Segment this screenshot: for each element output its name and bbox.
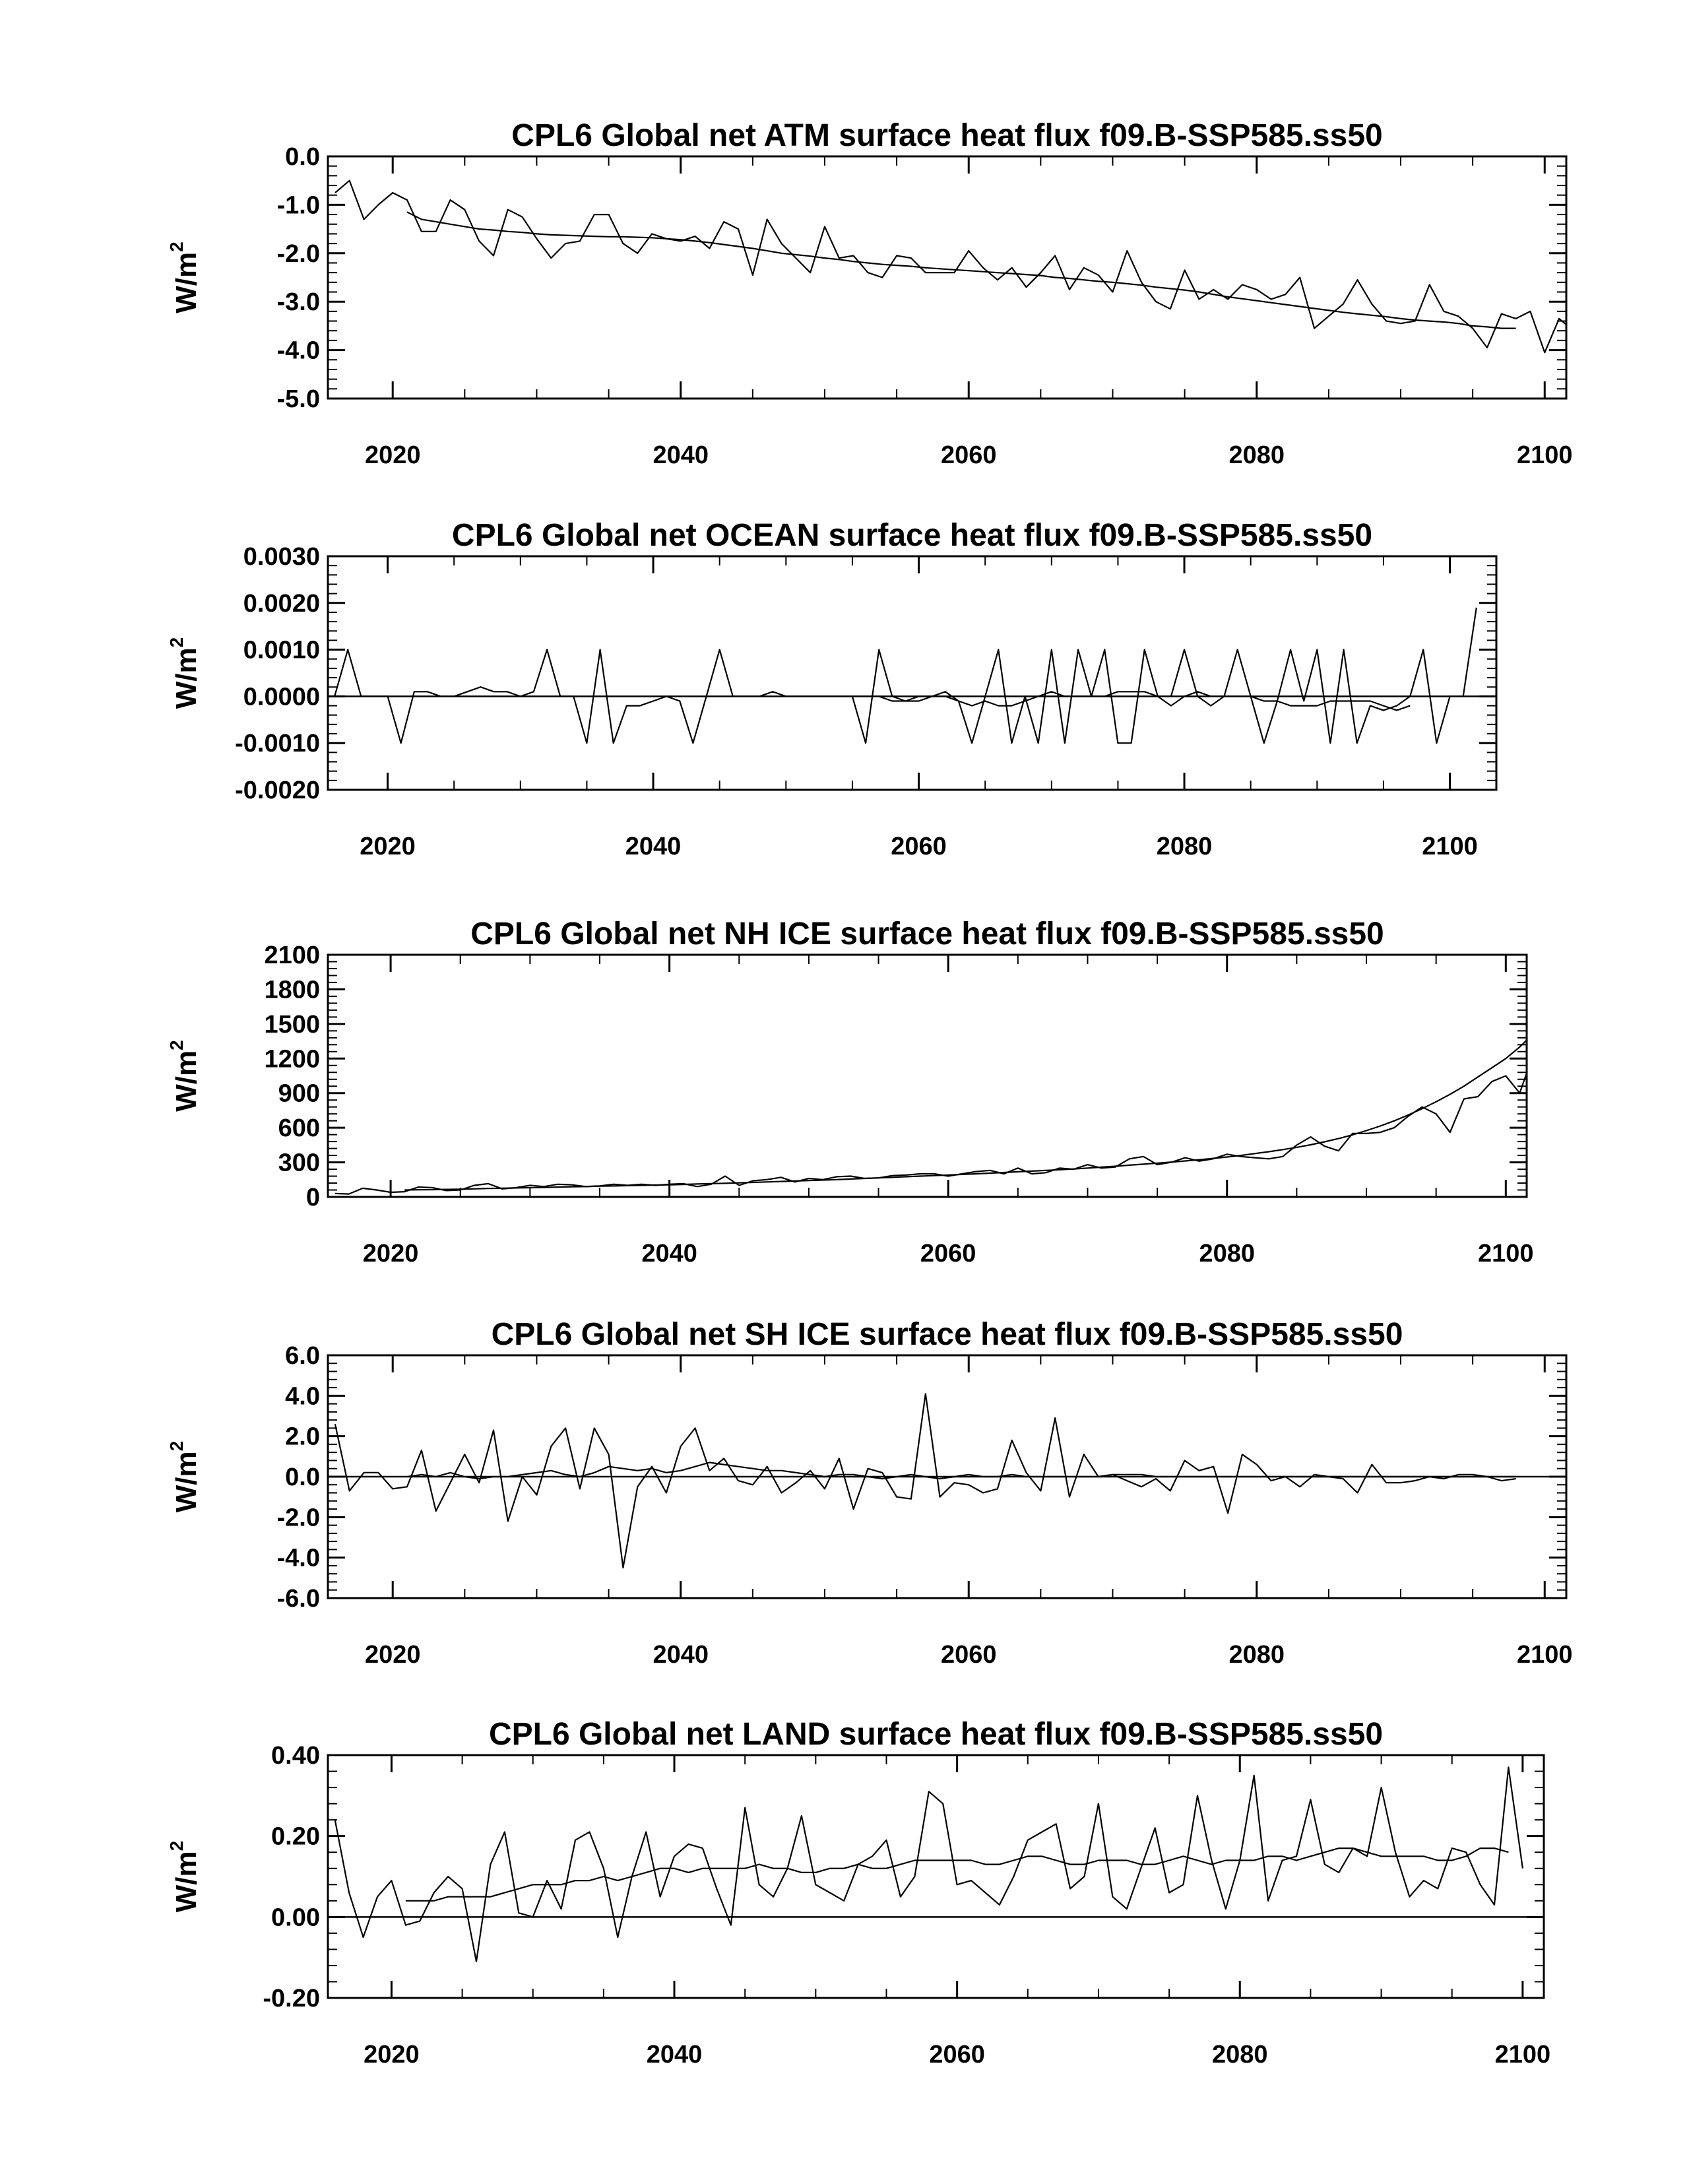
y-tick-label: -0.0020: [235, 777, 320, 804]
panel-3: CPL6 Global net NH ICE surface heat flux…: [166, 916, 1534, 1268]
x-tick-label: 2040: [653, 441, 709, 469]
series-line-running-mean: [406, 211, 1516, 329]
series-line-running-mean: [405, 1847, 1509, 1902]
y-tick-label: 0.0020: [243, 590, 320, 618]
chart-title: CPL6 Global net OCEAN surface heat flux …: [452, 518, 1372, 553]
y-tick-label: -6.0: [277, 1585, 320, 1613]
x-tick-label: 2060: [929, 2041, 985, 2069]
plot-frame: [327, 155, 1568, 400]
plot-frame: [327, 1754, 1545, 1999]
y-tick-label: 0.00: [271, 1904, 320, 1931]
y-tick-label: 600: [278, 1114, 320, 1142]
series-line-running-mean: [852, 691, 1411, 711]
panel-5: CPL6 Global net LAND surface heat flux f…: [166, 1717, 1550, 2069]
series-line-annual: [334, 1766, 1523, 1962]
y-tick-label: -1.0: [277, 191, 320, 219]
x-tick-label: 2060: [891, 833, 947, 860]
x-tick-label: 2080: [1157, 833, 1213, 860]
y-tick-label: 0.0010: [243, 637, 320, 664]
series-line-running-mean: [406, 1461, 1516, 1480]
y-tick-label: 0.0: [285, 1463, 320, 1491]
y-tick-label: 300: [278, 1149, 320, 1177]
x-tick-label: 2100: [1517, 1641, 1573, 1669]
y-tick-label: 1800: [264, 976, 320, 1004]
x-tick-label: 2080: [1228, 1641, 1285, 1669]
x-tick-label: 2100: [1478, 1240, 1534, 1268]
y-tick-label: 2.0: [285, 1423, 320, 1451]
chart-title: CPL6 Global net LAND surface heat flux f…: [489, 1717, 1383, 1752]
y-tick-label: 0.40: [271, 1742, 320, 1770]
x-tick-label: 2020: [364, 2041, 420, 2069]
y-tick-label: -4.0: [277, 1545, 320, 1572]
y-tick-label: 0.20: [271, 1823, 320, 1851]
x-tick-label: 2080: [1228, 441, 1285, 469]
y-tick-label: 0.0: [285, 143, 320, 171]
series-line-annual: [335, 179, 1566, 354]
y-axis-label: W/m2: [166, 1040, 203, 1111]
panel-1: CPL6 Global net ATM surface heat flux f0…: [166, 118, 1573, 469]
y-tick-label: 1500: [264, 1011, 320, 1039]
y-axis-label: W/m2: [166, 241, 203, 313]
x-tick-label: 2080: [1212, 2041, 1268, 2069]
y-tick-label: -4.0: [277, 337, 320, 365]
x-tick-label: 2040: [653, 1641, 709, 1669]
panel-4: CPL6 Global net SH ICE surface heat flux…: [166, 1317, 1573, 1669]
y-tick-label: 0.0000: [243, 683, 320, 711]
chart-title: CPL6 Global net ATM surface heat flux f0…: [511, 118, 1382, 153]
x-tick-label: 2100: [1495, 2041, 1551, 2069]
y-tick-label: -5.0: [277, 385, 320, 413]
x-tick-label: 2020: [365, 1641, 421, 1669]
y-tick-label: 2100: [264, 942, 320, 969]
y-tick-label: 0.0030: [243, 543, 320, 571]
y-tick-label: -3.0: [277, 288, 320, 316]
y-tick-label: 0: [306, 1184, 320, 1211]
y-axis-label: W/m2: [166, 637, 203, 709]
y-tick-label: 6.0: [285, 1342, 320, 1370]
y-tick-label: 4.0: [285, 1382, 320, 1410]
y-axis-label: W/m2: [166, 1841, 203, 1912]
x-tick-label: 2060: [941, 441, 997, 469]
x-tick-label: 2040: [647, 2041, 703, 2069]
x-tick-label: 2020: [363, 1240, 419, 1268]
series-line-annual: [335, 1070, 1527, 1195]
x-tick-label: 2020: [360, 833, 416, 860]
x-tick-label: 2040: [625, 833, 682, 860]
series-line-running-mean: [404, 1039, 1527, 1191]
x-tick-label: 2080: [1199, 1240, 1255, 1268]
y-tick-label: -2.0: [277, 240, 320, 268]
y-tick-label: -2.0: [277, 1504, 320, 1531]
x-tick-label: 2100: [1422, 833, 1478, 860]
x-tick-label: 2100: [1517, 441, 1573, 469]
y-tick-label: 900: [278, 1080, 320, 1108]
y-axis-label: W/m2: [166, 1441, 203, 1512]
x-tick-label: 2060: [920, 1240, 976, 1268]
panel-2: CPL6 Global net OCEAN surface heat flux …: [166, 518, 1498, 860]
x-tick-label: 2060: [941, 1641, 997, 1669]
series-line-annual: [334, 607, 1477, 744]
y-tick-label: -0.0010: [235, 730, 320, 757]
y-tick-label: -0.20: [263, 1985, 320, 2012]
plot-frame: [327, 953, 1528, 1198]
chart-title: CPL6 Global net NH ICE surface heat flux…: [470, 916, 1384, 951]
y-tick-label: 1200: [264, 1045, 320, 1073]
x-tick-label: 2040: [641, 1240, 697, 1268]
x-tick-label: 2020: [365, 441, 421, 469]
chart-title: CPL6 Global net SH ICE surface heat flux…: [492, 1317, 1403, 1352]
plot-frame: [327, 555, 1498, 791]
series-line-annual: [334, 1393, 1516, 1569]
